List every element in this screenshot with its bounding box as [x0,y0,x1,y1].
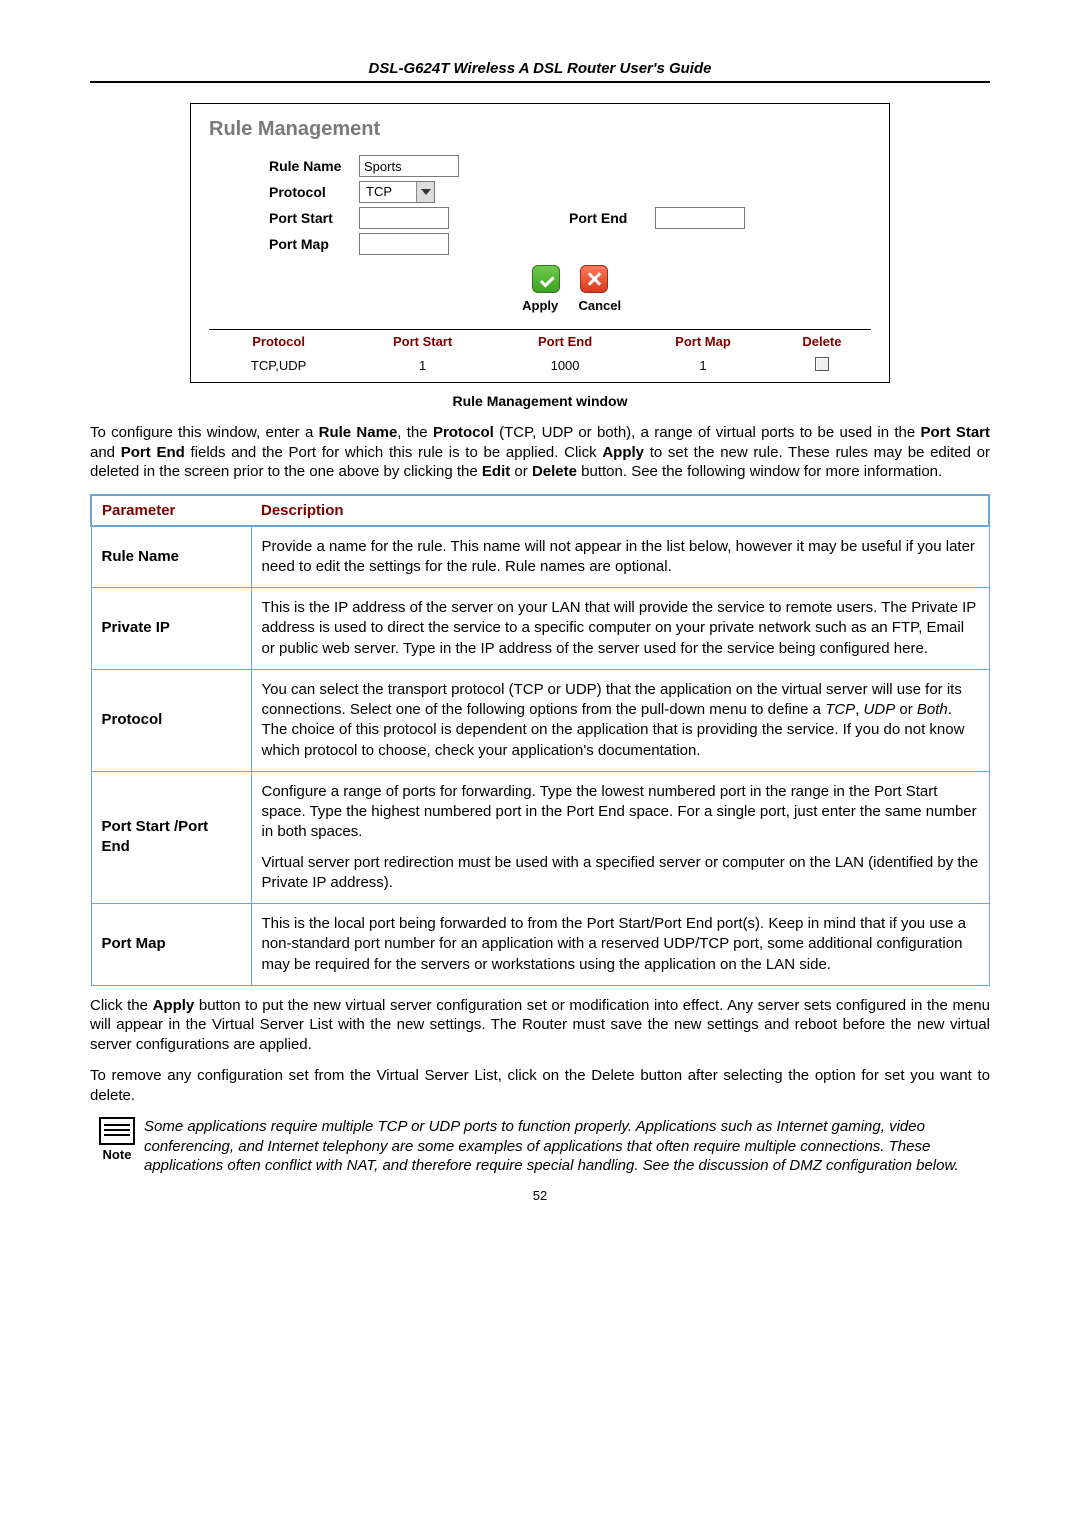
param-desc: Provide a name for the rule. This name w… [251,526,989,588]
col-port-end: Port End [497,330,633,354]
note-block: Note Some applications require multiple … [90,1117,990,1176]
port-end-input[interactable] [655,207,745,229]
cancel-icon[interactable] [580,265,608,293]
chevron-down-icon[interactable] [416,182,434,202]
figure-caption: Rule Management window [90,393,990,409]
param-name: Port Map [91,904,251,986]
rule-name-input[interactable] [359,155,459,177]
param-desc: You can select the transport protocol (T… [251,669,989,771]
panel-title: Rule Management [209,118,871,141]
delete-checkbox[interactable] [815,357,829,371]
doc-header: DSL-G624T Wireless A DSL Router User's G… [90,60,990,83]
page-number: 52 [90,1188,990,1203]
param-name: Private IP [91,588,251,670]
param-name: Port Start /Port End [91,771,251,903]
parameter-table: Parameter Description Rule Name Provide … [90,494,990,986]
label-protocol: Protocol [269,184,359,200]
table-row: Port Start /Port End Configure a range o… [91,771,989,903]
param-header-desc: Description [251,495,989,526]
note-label: Note [90,1147,144,1162]
param-header-param: Parameter [91,495,251,526]
label-port-map: Port Map [269,236,359,252]
cell-port-end: 1000 [497,353,633,382]
port-start-input[interactable] [359,207,449,229]
rules-table: Protocol Port Start Port End Port Map De… [209,329,871,382]
note-icon [99,1117,135,1145]
param-desc: Configure a range of ports for forwardin… [251,771,989,903]
cell-protocol: TCP,UDP [209,353,348,382]
param-desc: This is the IP address of the server on … [251,588,989,670]
cancel-button-label: Cancel [572,298,628,313]
outro-paragraph-2: To remove any configuration set from the… [90,1066,990,1105]
outro-paragraph-1: Click the Apply button to put the new vi… [90,996,990,1055]
col-protocol: Protocol [209,330,348,354]
rule-management-panel: Rule Management Rule Name Protocol TCP P… [190,103,890,383]
label-port-end: Port End [569,210,655,226]
param-name: Protocol [91,669,251,771]
table-row: Port Map This is the local port being fo… [91,904,989,986]
apply-icon[interactable] [532,265,560,293]
label-rule-name: Rule Name [269,158,359,174]
table-row: TCP,UDP 1 1000 1 [209,353,871,382]
cell-port-map: 1 [633,353,773,382]
table-row: Private IP This is the IP address of the… [91,588,989,670]
param-desc: This is the local port being forwarded t… [251,904,989,986]
col-port-map: Port Map [633,330,773,354]
table-row: Rule Name Provide a name for the rule. T… [91,526,989,588]
port-map-input[interactable] [359,233,449,255]
label-port-start: Port Start [269,210,359,226]
col-port-start: Port Start [348,330,497,354]
col-delete: Delete [773,330,871,354]
cell-port-start: 1 [348,353,497,382]
protocol-value: TCP [360,182,416,202]
protocol-select[interactable]: TCP [359,181,435,203]
intro-paragraph: To configure this window, enter a Rule N… [90,423,990,482]
note-text: Some applications require multiple TCP o… [144,1117,990,1176]
table-row: Protocol You can select the transport pr… [91,669,989,771]
apply-button-label: Apply [512,298,568,313]
param-name: Rule Name [91,526,251,588]
